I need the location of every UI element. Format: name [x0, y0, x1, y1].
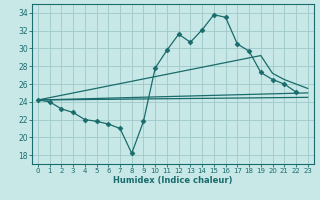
X-axis label: Humidex (Indice chaleur): Humidex (Indice chaleur) [113, 176, 233, 185]
